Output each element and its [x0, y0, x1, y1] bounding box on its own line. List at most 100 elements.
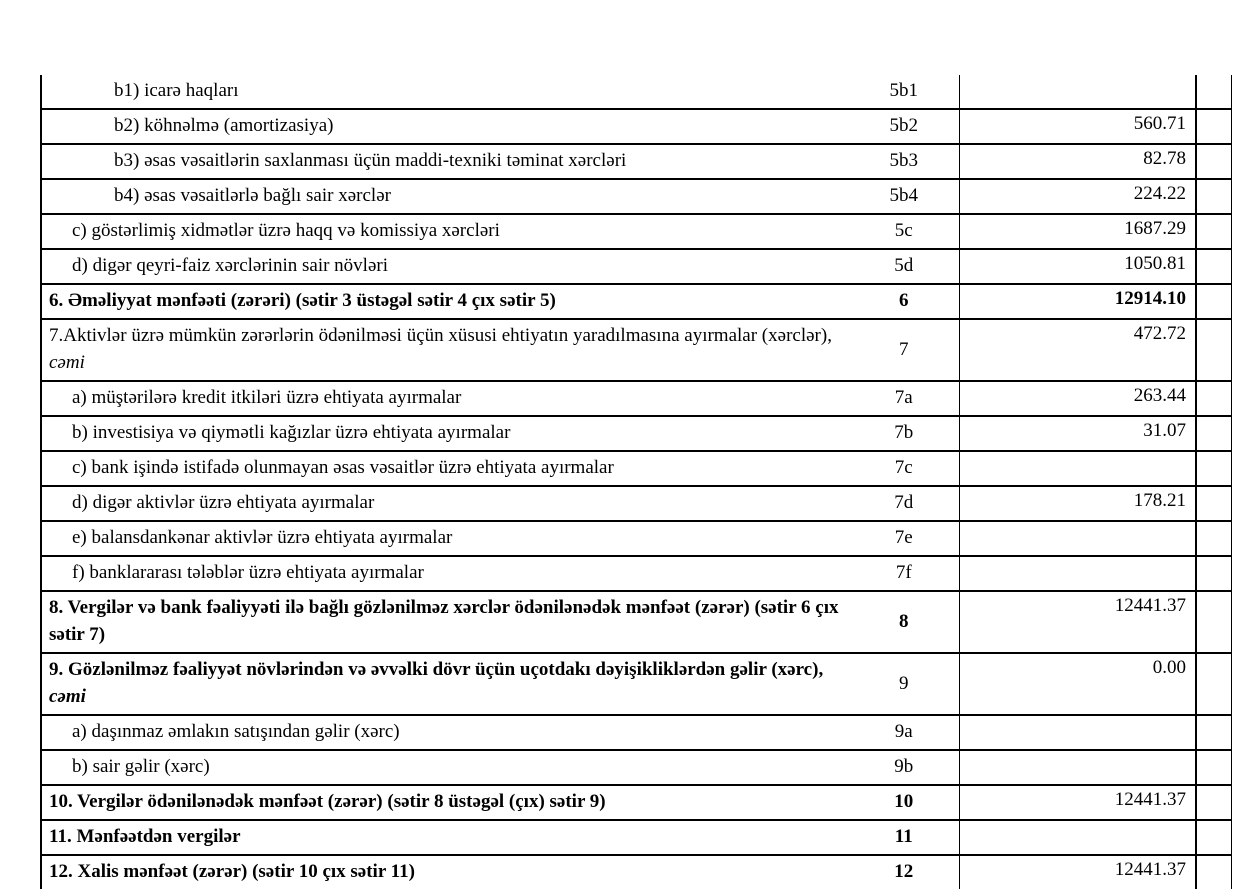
cutoff-column-cell [1196, 449, 1231, 486]
cutoff-column-cell [1196, 484, 1231, 521]
row-value: 12441.37 [958, 853, 1197, 889]
table-row: a) müştərilərə kredit itkiləri üzrə ehti… [41, 379, 1231, 416]
row-value: 12441.37 [958, 589, 1197, 653]
row-label-cell: a) daşınmaz əmlakın satışından gəlir (xə… [41, 713, 849, 750]
row-code: 5b1 [889, 80, 919, 102]
row-label-text: d) digər qeyri-faiz xərclərinin sair növ… [72, 254, 388, 276]
cutoff-column-cell [1196, 247, 1231, 284]
row-label-text: d) digər aktivlər üzrə ehtiyata ayırmala… [72, 491, 375, 513]
table-row: 7.Aktivlər üzrə mümkün zərərlərin ödənil… [41, 317, 1231, 381]
row-code: 5d [849, 247, 959, 284]
row-code: 7d [849, 484, 959, 521]
row-value [958, 75, 1197, 109]
table-row: e) balansdankənar aktivlər üzrə ehtiyata… [41, 519, 1231, 556]
row-label-cell: b3) əsas vəsaitlərin saxlanması üçün mad… [41, 142, 849, 179]
row-label-text: 7.Aktivlər üzrə mümkün zərərlərin ödənil… [49, 324, 832, 346]
row-label-cell: 12. Xalis mənfəət (zərər) (sətir 10 çıx … [41, 853, 849, 889]
cutoff-column-cell [1196, 414, 1231, 451]
row-code: 9 [849, 651, 959, 715]
row-label-text: 11. Mənfəətdən vergilər [49, 825, 241, 847]
cutoff-column-cell [1196, 651, 1231, 715]
row-code: 7e [849, 519, 959, 556]
row-code: 9a [849, 713, 959, 750]
row-code: 5c [849, 212, 959, 249]
cutoff-column-cell [1196, 107, 1231, 144]
row-code: 6 [849, 282, 959, 319]
row-code: 9b [849, 748, 959, 785]
row-value [958, 449, 1197, 486]
row-code: 7c [849, 449, 959, 486]
row-label-cell: c) göstərlimiş xidmətlər üzrə haqq və ko… [41, 212, 849, 249]
cutoff-column-cell [1196, 75, 1231, 109]
cutoff-column-cell [1196, 713, 1231, 750]
row-label-text: b1) icarə haqları [114, 80, 239, 101]
table-body: b1) icarə haqları 5b1 b2) köhnəlmə (amor… [41, 75, 1231, 889]
row-value: 560.71 [958, 107, 1197, 144]
row-label-cell: 9. Gözlənilməz fəaliyyət növlərindən və … [41, 651, 849, 715]
table-row: b3) əsas vəsaitlərin saxlanması üçün mad… [41, 142, 1231, 179]
row-value: 82.78 [958, 142, 1197, 179]
row-label-text: b) sair gəlir (xərc) [72, 755, 210, 777]
table-row: 9. Gözlənilməz fəaliyyət növlərindən və … [41, 651, 1231, 715]
row-value: 12441.37 [958, 783, 1197, 820]
row-value: 12914.10 [958, 282, 1197, 319]
table-row: 8. Vergilər və bank fəaliyyəti ilə bağlı… [41, 589, 1231, 653]
table-row: b) investisiya və qiymətli kağızlar üzrə… [41, 414, 1231, 451]
row-label-cell: d) digər qeyri-faiz xərclərinin sair növ… [41, 247, 849, 284]
row-label-text: f) banklararası tələblər üzrə ehtiyata a… [72, 561, 424, 583]
table-row: b2) köhnəlmə (amortizasiya) 5b2 560.71 [41, 107, 1231, 144]
row-label-cell: d) digər aktivlər üzrə ehtiyata ayırmala… [41, 484, 849, 521]
row-label-text: 9. Gözlənilməz fəaliyyət növlərindən və … [49, 658, 824, 680]
row-value [958, 748, 1197, 785]
row-label-cell: b) investisiya və qiymətli kağızlar üzrə… [41, 414, 849, 451]
table-row: f) banklararası tələblər üzrə ehtiyata a… [41, 554, 1231, 591]
row-value: 178.21 [958, 484, 1197, 521]
row-label-text: c) bank işində istifadə olunmayan əsas v… [72, 456, 614, 478]
table-row: c) göstərlimiş xidmətlər üzrə haqq və ko… [41, 212, 1231, 249]
row-value: 0.00 [958, 651, 1197, 715]
cutoff-column-cell [1196, 177, 1231, 214]
row-label-text: c) göstərlimiş xidmətlər üzrə haqq və ko… [72, 219, 500, 241]
row-label-text: a) daşınmaz əmlakın satışından gəlir (xə… [72, 720, 400, 742]
cutoff-column-cell [1196, 379, 1231, 416]
table-row: d) digər aktivlər üzrə ehtiyata ayırmala… [41, 484, 1231, 521]
row-code: 10 [849, 783, 959, 820]
row-label-cell: 10. Vergilər ödənilənədək mənfəət (zərər… [41, 783, 849, 820]
row-label-cell: 7.Aktivlər üzrə mümkün zərərlərin ödənil… [41, 317, 849, 381]
cutoff-column-cell [1196, 783, 1231, 820]
cutoff-column-cell [1196, 853, 1231, 889]
cutoff-column-cell [1196, 212, 1231, 249]
row-label-cell: a) müştərilərə kredit itkiləri üzrə ehti… [41, 379, 849, 416]
income-statement-table: b1) icarə haqları 5b1 b2) köhnəlmə (amor… [40, 75, 1232, 889]
row-label-italic-text: cəmi [49, 685, 86, 707]
row-code: 7 [849, 317, 959, 381]
table-row: 10. Vergilər ödənilənədək mənfəət (zərər… [41, 783, 1231, 820]
row-label-text: b) investisiya və qiymətli kağızlar üzrə… [72, 421, 511, 443]
row-value: 472.72 [958, 317, 1197, 381]
row-label-text: 10. Vergilər ödənilənədək mənfəət (zərər… [49, 790, 606, 812]
row-label-cell: b2) köhnəlmə (amortizasiya) [41, 107, 849, 144]
cutoff-column-cell [1196, 748, 1231, 785]
row-code: 5b4 [849, 177, 959, 214]
row-label-cell: e) balansdankənar aktivlər üzrə ehtiyata… [41, 519, 849, 556]
row-label-cell: 11. Mənfəətdən vergilər [41, 818, 849, 855]
row-label-text: 12. Xalis mənfəət (zərər) (sətir 10 çıx … [49, 860, 415, 882]
table-row: 11. Mənfəətdən vergilər 11 [41, 818, 1231, 855]
row-code: 7b [849, 414, 959, 451]
row-code: 7f [849, 554, 959, 591]
table-row: b) sair gəlir (xərc) 9b [41, 748, 1231, 785]
row-code: 7a [849, 379, 959, 416]
row-code: 11 [849, 818, 959, 855]
row-label-text: a) müştərilərə kredit itkiləri üzrə ehti… [72, 386, 462, 408]
cutoff-column-cell [1196, 317, 1231, 381]
row-value: 224.22 [958, 177, 1197, 214]
row-value: 263.44 [958, 379, 1197, 416]
row-value: 31.07 [958, 414, 1197, 451]
cutoff-column-cell [1196, 519, 1231, 556]
row-value [958, 818, 1197, 855]
row-label-cell: f) banklararası tələblər üzrə ehtiyata a… [41, 554, 849, 591]
table-row: b4) əsas vəsaitlərlə bağlı sair xərclər … [41, 177, 1231, 214]
row-label-italic-text: cəmi [49, 351, 85, 373]
row-code: 8 [849, 589, 959, 653]
table-row: c) bank işində istifadə olunmayan əsas v… [41, 449, 1231, 486]
